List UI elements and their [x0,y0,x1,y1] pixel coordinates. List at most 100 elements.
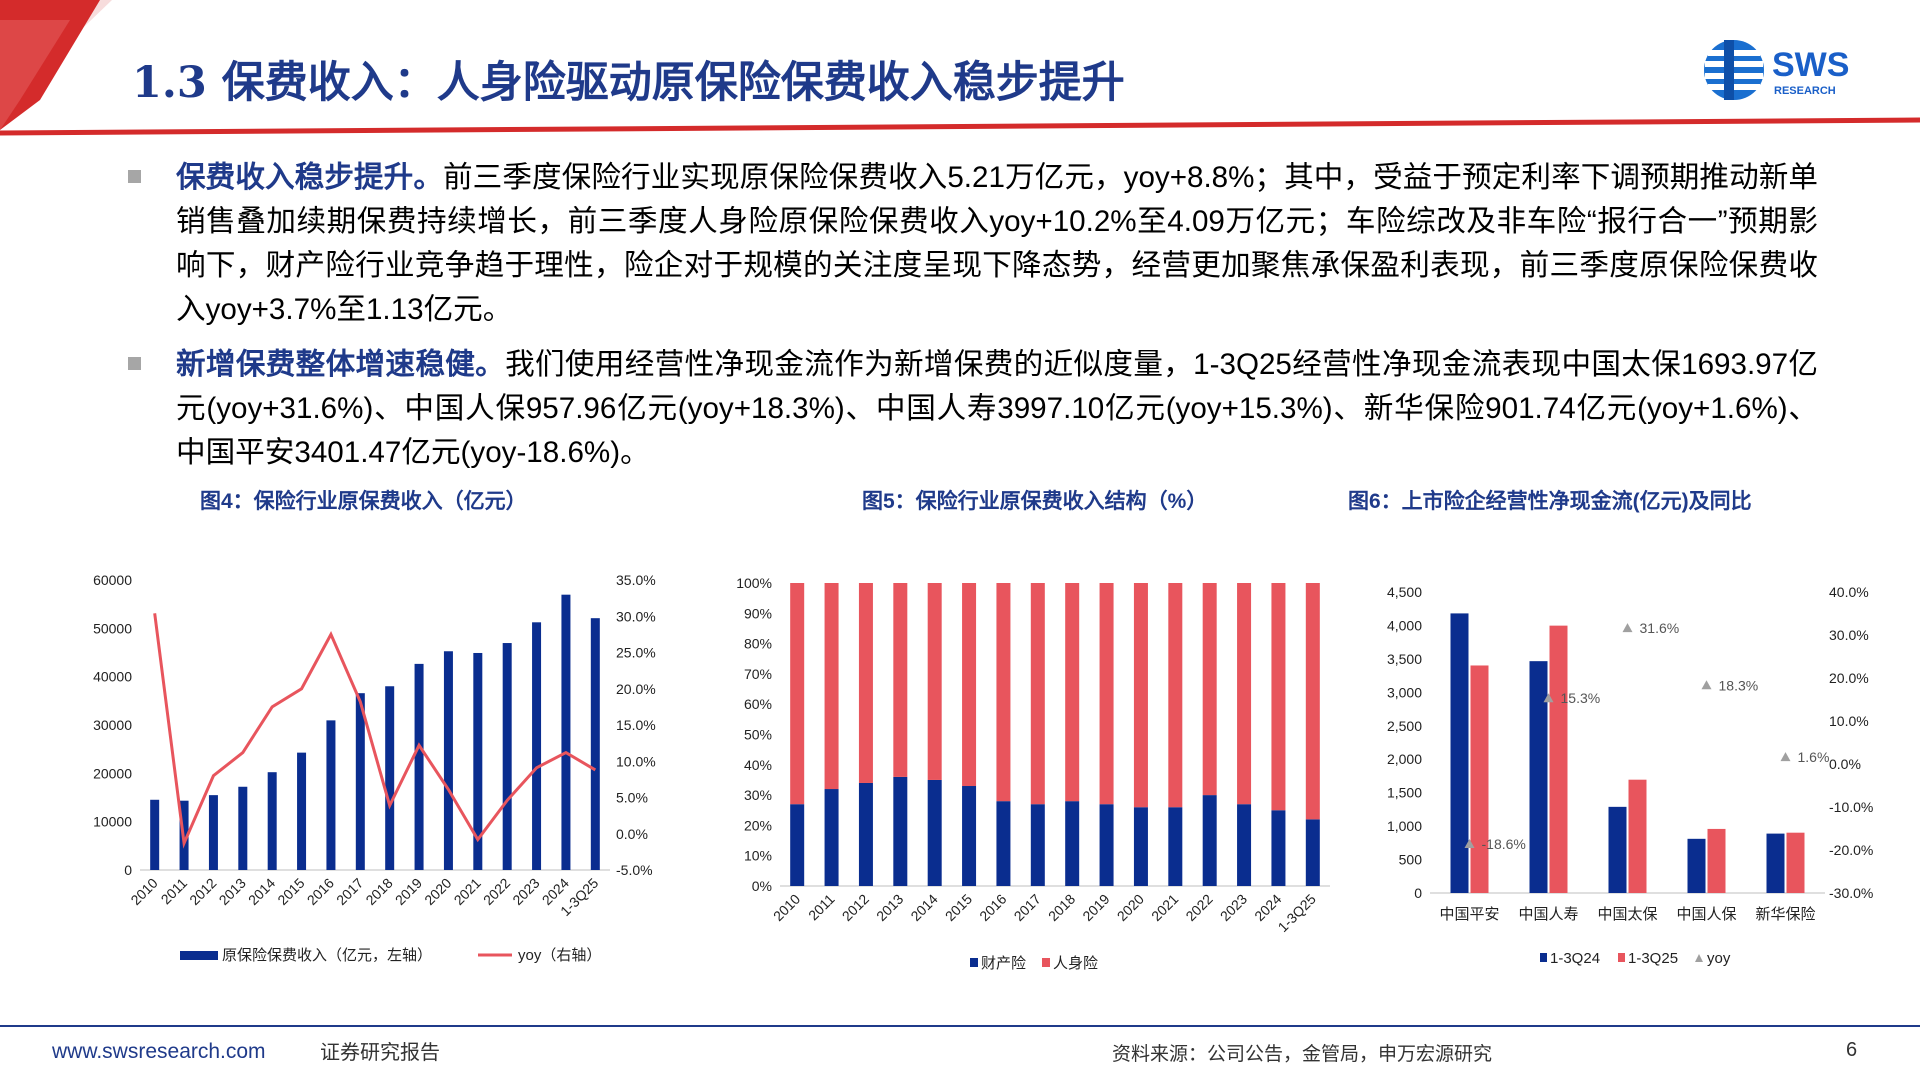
bar-life [1030,583,1045,805]
y-tick-label-left: 4,000 [1387,617,1422,633]
x-tick-label: 2022 [1182,891,1215,924]
fig5-caption: 图5：保险行业原保费收入结构（%） [862,490,1208,513]
bar [297,752,307,870]
bar-life [1237,583,1252,805]
y-tick-label-right: 15.0% [616,717,656,733]
y-tick-label-left: 2,500 [1387,718,1422,734]
bullet-1-body: 前三季度保险行业实现原保险保费收入5.21万亿元，yoy+8.8%；其中，受益于… [176,161,1819,326]
yoy-data-label: 18.3% [1719,677,1759,693]
x-tick-label: 2014 [907,891,940,924]
x-tick-label: 2011 [158,875,191,908]
x-tick-label: 2010 [127,875,160,908]
bar-1-3q24 [1608,806,1627,893]
bar-life [1065,583,1080,802]
bar-1-3q25 [1786,832,1805,893]
y-tick-label: 50% [744,727,772,743]
chart-operating-cashflow: 0 500 1,000 1,500 2,000 2,500 3,000 3,500 4,000 4… [1387,584,1873,967]
yoy-marker [1622,623,1633,633]
bar-property [1168,807,1183,886]
bar-property [1065,801,1080,886]
bar-property [893,776,908,886]
legend-label-line: yoy（右轴） [518,947,601,964]
y-tick-label: 80% [744,636,772,652]
legend-label-yoy: yoy [1707,950,1731,967]
y-tick-label-left: 4,500 [1387,584,1422,600]
y-tick-label-left: 500 [1399,852,1423,868]
y-tick-label-left: 0 [124,862,132,878]
yoy-marker [1464,838,1475,848]
bar-1-3q24 [1450,613,1469,893]
bar-property [1271,810,1286,886]
legend-label-property: 财产险 [981,955,1026,972]
x-tick-label: 1-3Q25 [1275,891,1319,935]
bullet-2: 新增保费整体增速稳健。我们使用经营性净现金流作为新增保费的近似度量，1-3Q25… [128,343,1818,475]
y-tick-label-right: 0.0% [1829,756,1861,772]
header-bar [0,0,1920,136]
x-tick-label: 2011 [805,891,838,924]
yoy-data-label: -18.6% [1482,836,1526,852]
globe-icon [1704,40,1764,100]
y-tick-label: 90% [744,605,772,621]
bar-life [962,583,977,787]
y-tick-label-left: 10000 [93,814,132,830]
bar-property [1099,804,1114,886]
chart-premium-structure: 0%10%20%30%40%50%60%70%80%90%100%2010 201… [736,575,1330,972]
footer-url[interactable]: www.swsresearch.com [52,1040,266,1063]
legend-swatch-property [970,958,978,967]
bar [150,799,160,870]
x-tick-label: 2019 [392,875,425,908]
bar [414,663,424,870]
x-tick-label: 2022 [480,875,513,908]
yoy-line [153,613,597,849]
x-tick-label: 2013 [873,891,906,924]
bar [326,720,336,870]
x-tick-label: 中国平安 [1439,906,1499,923]
footer-source: 资料来源：公司公告，金管局，申万宏源研究 [1112,1044,1493,1065]
x-tick-label: 2015 [274,875,307,908]
y-tick-label: 100% [736,575,772,591]
x-tick-label: 2012 [839,891,872,924]
bar-1-3q25 [1707,828,1726,893]
x-tick-label: 中国太保 [1597,906,1657,923]
bar-life [1133,583,1148,808]
y-tick-label-right: 30.0% [616,608,656,624]
bar-property [1237,804,1252,886]
y-tick-label-right: -10.0% [1829,799,1873,815]
y-tick-label-right: 20.0% [616,681,656,697]
y-tick-label-left: 60000 [93,572,132,588]
bar-1-3q24 [1766,833,1785,893]
x-tick-label: 2018 [362,875,395,908]
y-tick-label: 10% [744,848,772,864]
yoy-marker [1543,693,1554,703]
x-tick-label: 2015 [942,891,975,924]
bar [532,622,542,870]
footer-divider [0,1025,1920,1027]
legend-swatch-bar [180,951,218,960]
bar-1-3q25 [1549,625,1568,893]
bar-life [1168,583,1183,808]
y-tick-label-left: 0 [1414,885,1422,901]
x-tick-label: 2020 [421,875,454,908]
bar-property [1133,807,1148,886]
x-tick-label: 2016 [976,891,1009,924]
fig4-caption: 图4：保险行业原保费收入（亿元） [200,490,527,513]
y-tick-label-left: 40000 [93,669,132,685]
x-tick-label: 2020 [1114,891,1147,924]
bar-property [1202,795,1217,886]
y-tick-label-right: 20.0% [1829,670,1869,686]
yoy-marker [1701,680,1712,690]
fig6-caption: 图6：上市险企经营性净现金流(亿元)及同比 [1348,490,1752,513]
yoy-data-label: 15.3% [1561,690,1601,706]
bullet-1-text: 保费收入稳步提升。前三季度保险行业实现原保险保费收入5.21万亿元，yoy+8.… [176,156,1818,332]
bullet-square [128,170,141,183]
y-tick-label-left: 1,500 [1387,785,1422,801]
bar-1-3q24 [1687,838,1706,893]
sws-logo: SWS RESEARCH [1704,40,1849,100]
y-tick-label-left: 3,000 [1387,684,1422,700]
bar [590,618,600,870]
logo-text: SWS [1772,46,1849,84]
bar-1-3q25 [1628,779,1647,893]
legend-label-bar: 原保险保费收入（亿元，左轴） [222,947,432,964]
bar-property [1030,804,1045,886]
x-tick-label: 2021 [1148,891,1181,924]
